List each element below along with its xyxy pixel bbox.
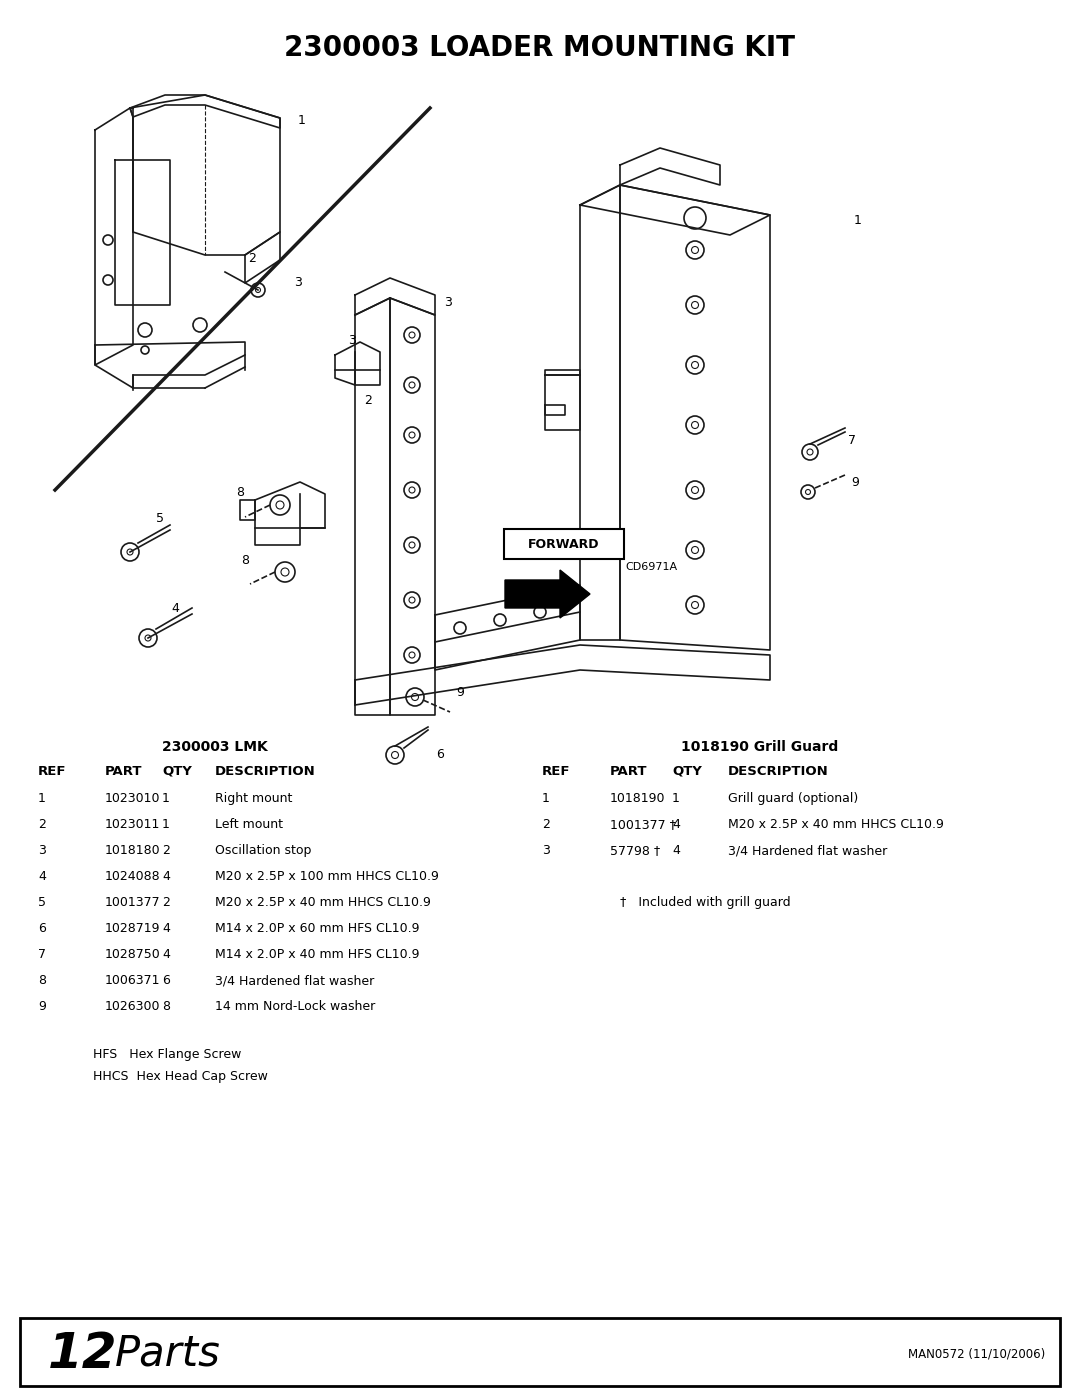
- Text: †   Included with grill guard: † Included with grill guard: [620, 895, 791, 909]
- Text: 4: 4: [162, 922, 170, 935]
- Bar: [21, 1317, 1059, 1386]
- Text: 1018190 Grill Guard: 1018190 Grill Guard: [681, 740, 839, 754]
- Text: PART: PART: [105, 766, 143, 778]
- Text: 1001377: 1001377: [105, 895, 161, 909]
- Text: 1: 1: [542, 792, 550, 805]
- Text: 4: 4: [672, 819, 680, 831]
- Text: 6: 6: [38, 922, 45, 935]
- Text: M20 x 2.5P x 100 mm HHCS CL10.9: M20 x 2.5P x 100 mm HHCS CL10.9: [215, 870, 438, 883]
- Text: 1: 1: [162, 819, 170, 831]
- Text: DESCRIPTION: DESCRIPTION: [728, 766, 828, 778]
- Text: 1: 1: [38, 792, 45, 805]
- Text: 1: 1: [854, 214, 862, 226]
- Text: 9: 9: [851, 475, 859, 489]
- Text: 8: 8: [241, 553, 249, 567]
- Text: 3: 3: [38, 844, 45, 856]
- Text: REF: REF: [38, 766, 67, 778]
- Text: 2: 2: [38, 819, 45, 831]
- Text: 57798 †: 57798 †: [610, 844, 660, 856]
- Text: M14 x 2.0P x 40 mm HFS CL10.9: M14 x 2.0P x 40 mm HFS CL10.9: [215, 949, 419, 961]
- Text: 6: 6: [162, 974, 170, 988]
- Text: 2: 2: [248, 251, 256, 264]
- Text: 1001377 †: 1001377 †: [610, 819, 676, 831]
- Text: 3: 3: [348, 334, 356, 346]
- Text: 1018180: 1018180: [105, 844, 161, 856]
- Text: 2300003 LMK: 2300003 LMK: [162, 740, 268, 754]
- Text: 3/4 Hardened flat washer: 3/4 Hardened flat washer: [215, 974, 375, 988]
- Text: 2: 2: [364, 394, 372, 407]
- Text: 1: 1: [162, 792, 170, 805]
- Text: QTY: QTY: [162, 766, 192, 778]
- Text: 8: 8: [38, 974, 46, 988]
- Text: 1023010: 1023010: [105, 792, 161, 805]
- Text: HFS   Hex Flange Screw: HFS Hex Flange Screw: [93, 1048, 241, 1060]
- Text: Parts: Parts: [114, 1333, 220, 1375]
- Text: 4: 4: [171, 602, 179, 615]
- Text: 1006371: 1006371: [105, 974, 161, 988]
- Text: 7: 7: [38, 949, 46, 961]
- Text: M14 x 2.0P x 60 mm HFS CL10.9: M14 x 2.0P x 60 mm HFS CL10.9: [215, 922, 419, 935]
- Text: 5: 5: [38, 895, 46, 909]
- Text: 4: 4: [162, 949, 170, 961]
- Text: DESCRIPTION: DESCRIPTION: [215, 766, 315, 778]
- Text: MAN0572 (11/10/2006): MAN0572 (11/10/2006): [908, 1348, 1045, 1361]
- Text: Grill guard (optional): Grill guard (optional): [728, 792, 859, 805]
- Text: PART: PART: [610, 766, 648, 778]
- Text: 3: 3: [294, 275, 302, 289]
- Text: Oscillation stop: Oscillation stop: [215, 844, 311, 856]
- FancyBboxPatch shape: [504, 529, 624, 559]
- Text: 8: 8: [162, 1000, 170, 1013]
- Text: Right mount: Right mount: [215, 792, 293, 805]
- Text: Left mount: Left mount: [215, 819, 283, 831]
- Text: 2300003 LOADER MOUNTING KIT: 2300003 LOADER MOUNTING KIT: [284, 34, 796, 61]
- Text: 4: 4: [672, 844, 680, 856]
- Text: CD6971A: CD6971A: [625, 562, 677, 571]
- Text: QTY: QTY: [672, 766, 702, 778]
- Text: M20 x 2.5P x 40 mm HHCS CL10.9: M20 x 2.5P x 40 mm HHCS CL10.9: [728, 819, 944, 831]
- Text: 1: 1: [672, 792, 680, 805]
- Text: 9: 9: [38, 1000, 45, 1013]
- Text: 3: 3: [542, 844, 550, 856]
- Text: 3/4 Hardened flat washer: 3/4 Hardened flat washer: [728, 844, 888, 856]
- Text: 14 mm Nord-Lock washer: 14 mm Nord-Lock washer: [215, 1000, 375, 1013]
- Text: 1028750: 1028750: [105, 949, 161, 961]
- Text: 1026300: 1026300: [105, 1000, 161, 1013]
- Text: 3: 3: [444, 296, 451, 310]
- Text: 5: 5: [156, 511, 164, 524]
- Text: HHCS  Hex Head Cap Screw: HHCS Hex Head Cap Screw: [93, 1070, 268, 1083]
- Text: 8: 8: [237, 486, 244, 499]
- Text: 1024088: 1024088: [105, 870, 161, 883]
- Text: REF: REF: [542, 766, 570, 778]
- Text: 1028719: 1028719: [105, 922, 161, 935]
- Polygon shape: [505, 570, 590, 617]
- Text: 7: 7: [848, 433, 856, 447]
- Text: 2: 2: [162, 844, 170, 856]
- Text: 4: 4: [162, 870, 170, 883]
- Text: 9: 9: [456, 686, 464, 698]
- Text: 6: 6: [436, 749, 444, 761]
- Text: 4: 4: [38, 870, 45, 883]
- Text: 1018190: 1018190: [610, 792, 665, 805]
- Text: FORWARD: FORWARD: [528, 538, 599, 550]
- Text: 2: 2: [542, 819, 550, 831]
- Text: 2: 2: [162, 895, 170, 909]
- Text: 1023011: 1023011: [105, 819, 160, 831]
- Text: M20 x 2.5P x 40 mm HHCS CL10.9: M20 x 2.5P x 40 mm HHCS CL10.9: [215, 895, 431, 909]
- Text: 12: 12: [48, 1330, 118, 1377]
- Text: 1: 1: [298, 113, 306, 127]
